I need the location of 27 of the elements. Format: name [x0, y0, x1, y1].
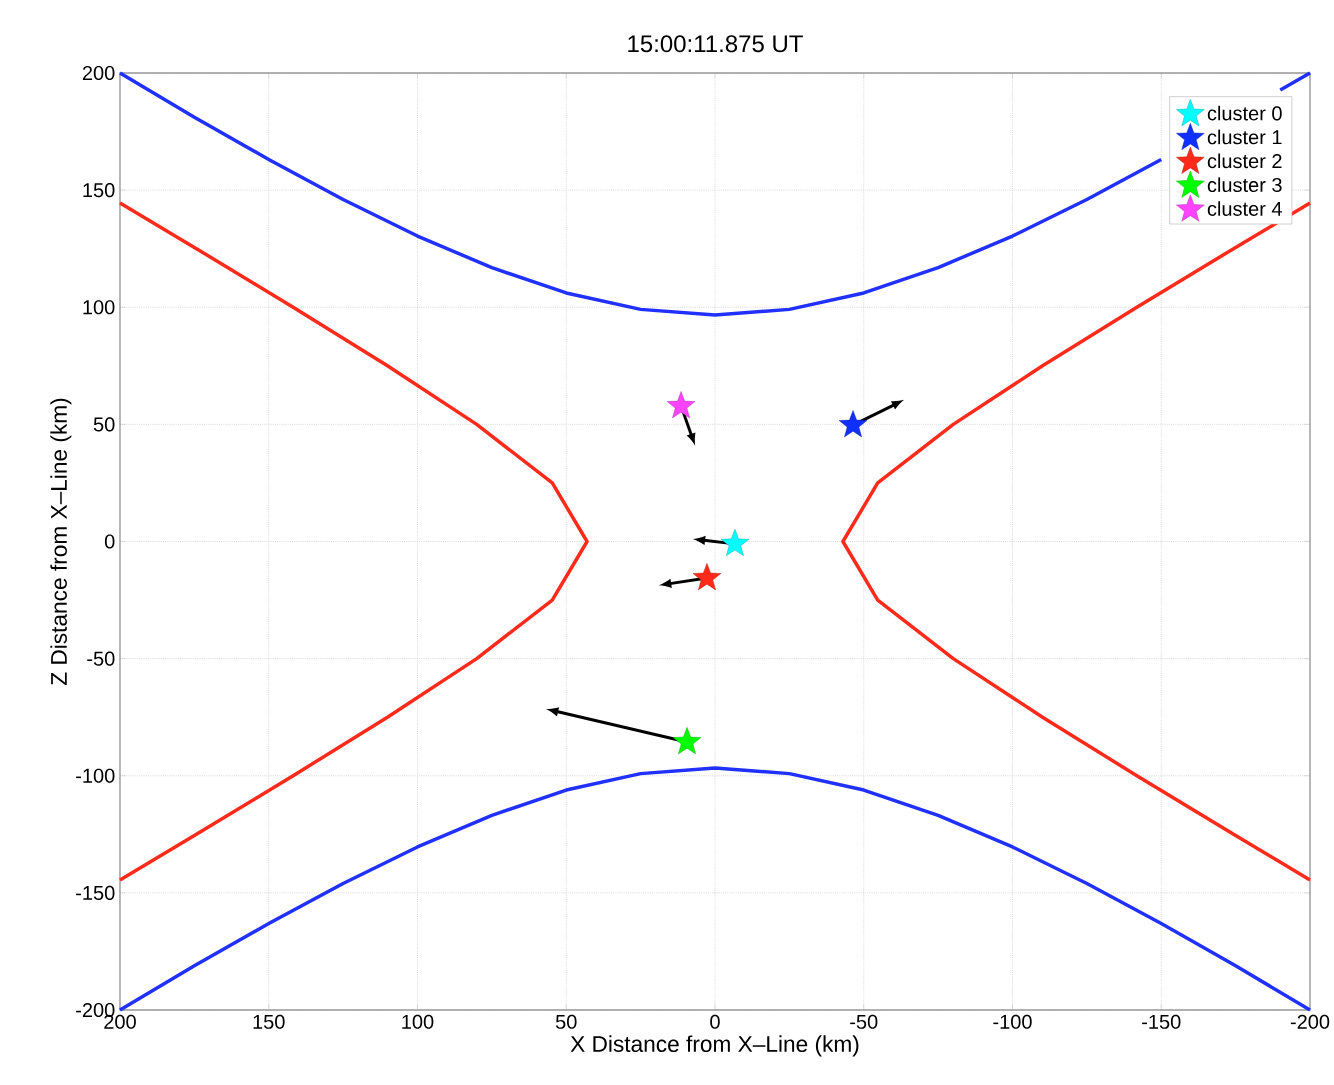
- x-tick-label: -200: [1290, 1014, 1330, 1029]
- x-axis-title: X Distance from X–Line (km): [570, 1035, 859, 1057]
- y-tick-label: -50: [87, 651, 115, 666]
- legend-label: cluster 1: [1207, 129, 1282, 145]
- legend-label: cluster 2: [1207, 153, 1282, 169]
- y-tick-label: 0: [104, 534, 115, 549]
- y-tick-label: 150: [83, 183, 115, 198]
- chart-title: 15:00:11.875 UT: [628, 35, 803, 53]
- x-tick-label: -100: [993, 1014, 1032, 1029]
- x-tick-label: 0: [710, 1014, 720, 1029]
- x-tick-label: 150: [253, 1014, 285, 1029]
- y-tick-label: -100: [76, 768, 115, 783]
- x-tick-label: -150: [1142, 1014, 1181, 1029]
- legend-label: cluster 4: [1207, 201, 1282, 216]
- x-tick-label: 100: [402, 1014, 434, 1029]
- legend-label: cluster 0: [1207, 105, 1282, 121]
- y-tick-label: 50: [93, 417, 115, 432]
- line-series: [118, 766, 1312, 1012]
- legend-label: cluster 3: [1207, 177, 1282, 193]
- line-series: [118, 201, 589, 882]
- x-tick-label: -50: [850, 1014, 878, 1029]
- x-tick-label: 50: [555, 1014, 577, 1029]
- y-tick-label: -150: [76, 885, 115, 900]
- y-tick-label: 200: [82, 65, 115, 81]
- y-tick-label: 100: [83, 300, 115, 315]
- line-series: [841, 201, 1312, 882]
- y-axis-title: Z Distance from X–Line (km): [50, 398, 72, 686]
